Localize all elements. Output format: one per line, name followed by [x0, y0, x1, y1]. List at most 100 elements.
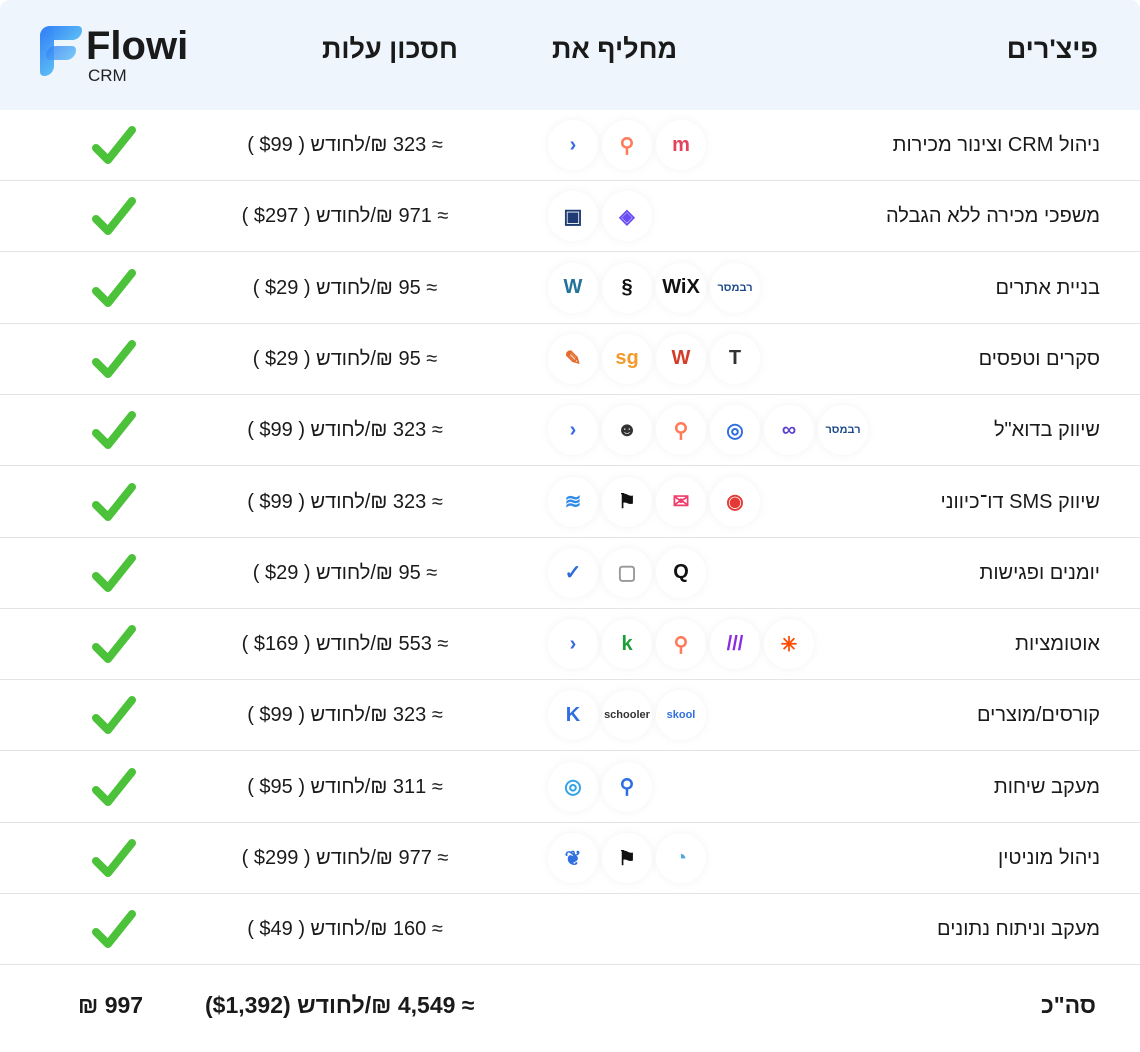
- pie-icon: ◔: [656, 833, 706, 883]
- replaced-tools: רבמסר WiX § W: [548, 262, 760, 315]
- replaced-tools: Q ▢ ✓: [548, 547, 706, 600]
- feature-label: קורסים/מוצרים: [977, 704, 1100, 727]
- header-features: פיצ'רים: [1006, 34, 1098, 64]
- savings-value: ≈ 95 ₪/לחודש ( $29 ): [252, 276, 438, 299]
- feature-label: מעקב וניתוח נתונים: [937, 918, 1100, 941]
- calendar-icon: ▢: [602, 547, 652, 598]
- activecampaign-icon: ›: [548, 619, 598, 670]
- layers-icon: ◈: [602, 191, 652, 242]
- total-label: סה"כ: [1040, 992, 1096, 1018]
- feature-label: מעקב שיחות: [993, 775, 1100, 798]
- savings-value: ≈ 977 ₪/לחודש ( $299 ): [241, 847, 449, 869]
- rav-messer-icon: רבמסר: [710, 262, 760, 313]
- feature-label: שיווק בדוא"ל: [993, 419, 1100, 442]
- skool-icon: skool: [656, 690, 706, 741]
- savings-value: ≈ 95 ₪/לחודש ( $29 ): [252, 347, 438, 370]
- rav-messer-icon: רבמסר: [818, 405, 868, 456]
- wix-icon: WiX: [656, 262, 706, 313]
- table-header: Flowi CRM חסכון עלות מחליף את פיצ'רים: [0, 0, 1140, 110]
- wordpress-icon: W: [548, 262, 598, 313]
- savings-value: ≈ 553 ₪/לחודש ( $169 ): [241, 633, 449, 656]
- hubspot-icon: ⚲: [656, 619, 706, 670]
- table-row: ניהול מוניטין ◔ ⚑ ❦ ≈ 977 ₪/לחודש ( $299 ): [0, 823, 1140, 894]
- table-row: קורסים/מוצרים skool schooler K ≈ 323 ₪/לחו…: [0, 680, 1140, 752]
- activecampaign-icon: ›: [548, 120, 598, 170]
- savings-value: ≈ 311 ₪/לחודש ( $95 ): [247, 775, 443, 798]
- replaced-tools: רבמסר ∞ ◎ ⚲ ☻ ›: [548, 405, 868, 457]
- savings-value: ≈ 971 ₪/לחודש ( $297 ): [241, 205, 449, 228]
- checkmark-icon: [92, 339, 136, 378]
- feature-label: משפכי מכירה ללא הגבלה: [885, 205, 1100, 228]
- schooler-icon: schooler: [602, 690, 652, 741]
- checkmark-icon: [92, 126, 136, 164]
- check-circle-icon: ✓: [548, 547, 598, 598]
- feature-label: סקרים וטפסים: [978, 347, 1100, 370]
- replaced-tools: m ⚲ ›: [548, 120, 706, 172]
- monday-icon: m: [656, 120, 706, 170]
- kartra-icon: k: [602, 619, 652, 670]
- feature-label: בניית אתרים: [995, 276, 1100, 299]
- hubspot-icon: ⚲: [656, 405, 706, 456]
- feature-label: ניהול מוניטין: [998, 847, 1100, 869]
- brand-name: Flowi: [86, 24, 189, 68]
- feature-label: יומנים ופגישות: [979, 561, 1101, 584]
- replaced-tools: ⚲ ◎: [548, 761, 652, 814]
- savings-value: ≈ 323 ₪/לחודש ( $99 ): [247, 419, 443, 442]
- table-row: משפכי מכירה ללא הגבלה ◈ ▣ ≈ 971 ₪/לחודש (…: [0, 181, 1140, 253]
- savings-value: ≈ 323 ₪/לחודש ( $99 ): [247, 490, 443, 513]
- stack-icon: ≋: [548, 476, 598, 527]
- savings-value: ≈ 323 ₪/לחודש ( $99 ): [247, 704, 443, 727]
- voicecenter-icon: ◉: [710, 476, 760, 527]
- table-row: יומנים ופגישות Q ▢ ✓ ≈ 95 ₪/לחודש ( $29 ): [0, 538, 1140, 609]
- envelope-icon: ✉: [656, 476, 706, 527]
- wufoo-icon: W: [656, 333, 706, 384]
- smoove-icon: ∞: [764, 405, 814, 456]
- ring-icon: ◎: [548, 761, 598, 812]
- replaced-tools: skool schooler K: [548, 690, 706, 742]
- flowi-logo: Flowi CRM: [40, 24, 189, 85]
- activecampaign-icon: ›: [548, 405, 598, 456]
- savings-value: ≈ 160 ₪/לחודש ( $49 ): [247, 918, 443, 941]
- checkmark-icon: [92, 268, 136, 307]
- checkmark-icon: [92, 197, 136, 236]
- kajabi-icon: K: [548, 690, 598, 741]
- make-icon: ///: [710, 619, 760, 670]
- flag-icon: ⚑: [602, 833, 652, 883]
- q-icon: Q: [656, 547, 706, 598]
- table-row: שיווק בדוא"ל רבמסר ∞ ◎ ⚲ ☻ › ≈ 323 ₪/לחודש ( …: [0, 395, 1140, 467]
- header-replaces: מחליף את: [552, 34, 678, 64]
- checkmark-icon: [92, 767, 136, 806]
- checkmark-icon: [92, 553, 136, 592]
- activetrail-icon: ◎: [710, 405, 760, 456]
- flag-icon: ⚑: [602, 476, 652, 527]
- checkmark-icon: [92, 910, 136, 949]
- clickfunnels-icon: ▣: [548, 191, 598, 242]
- checkmark-icon: [92, 411, 136, 450]
- replaced-tools: ◈ ▣: [548, 191, 652, 243]
- squarespace-icon: §: [602, 262, 652, 313]
- table-row: שיווק SMS דו־כיווני ◉ ✉ ⚑ ≋ ≈ 323 ₪/לחודש (…: [0, 467, 1140, 538]
- savings-value: ≈ 323 ₪/לחודש ( $99 ): [247, 134, 443, 156]
- table-row: ניהול CRM וצינור מכירות m ⚲ › ≈ 323 ₪/לחוד…: [0, 110, 1140, 181]
- checkmark-icon: [92, 696, 136, 735]
- savings-value: ≈ 95 ₪/לחודש ( $29 ): [252, 561, 438, 584]
- typeform-icon: T: [710, 333, 760, 384]
- hubspot-icon: ⚲: [602, 120, 652, 170]
- header-savings: חסכון עלות: [322, 34, 458, 64]
- replaced-tools: ◉ ✉ ⚑ ≋: [548, 476, 760, 529]
- feature-label: שיווק SMS דו־כיווני: [940, 490, 1100, 513]
- total-price: 997 ₪: [78, 992, 144, 1018]
- pin-icon: ⚲: [602, 761, 652, 812]
- table-row: אוטומציות ✳///⚲ k › ≈ 553 ₪/לחודש ( $169 ): [0, 609, 1140, 681]
- surveygizmo-icon: sg: [602, 333, 652, 384]
- feature-label: אוטומציות: [1015, 633, 1100, 656]
- replaced-tools: ◔ ⚑ ❦: [548, 833, 706, 885]
- feature-label: ניהול CRM וצינור מכירות: [892, 134, 1100, 156]
- table-row: בניית אתרים רבמסר WiX § W ≈ 95 ₪/לחודש ( $2…: [0, 253, 1140, 324]
- total-savings: ≈ 4,549 ₪/לחודש ($1,392): [205, 992, 475, 1018]
- table-row: מעקב וניתוח נתונים ≈ 160 ₪/לחודש ( $49 ): [0, 894, 1140, 966]
- checkmark-icon: [92, 482, 136, 521]
- table-row: מעקב שיחות ⚲ ◎ ≈ 311 ₪/לחודש ( $95 ): [0, 752, 1140, 823]
